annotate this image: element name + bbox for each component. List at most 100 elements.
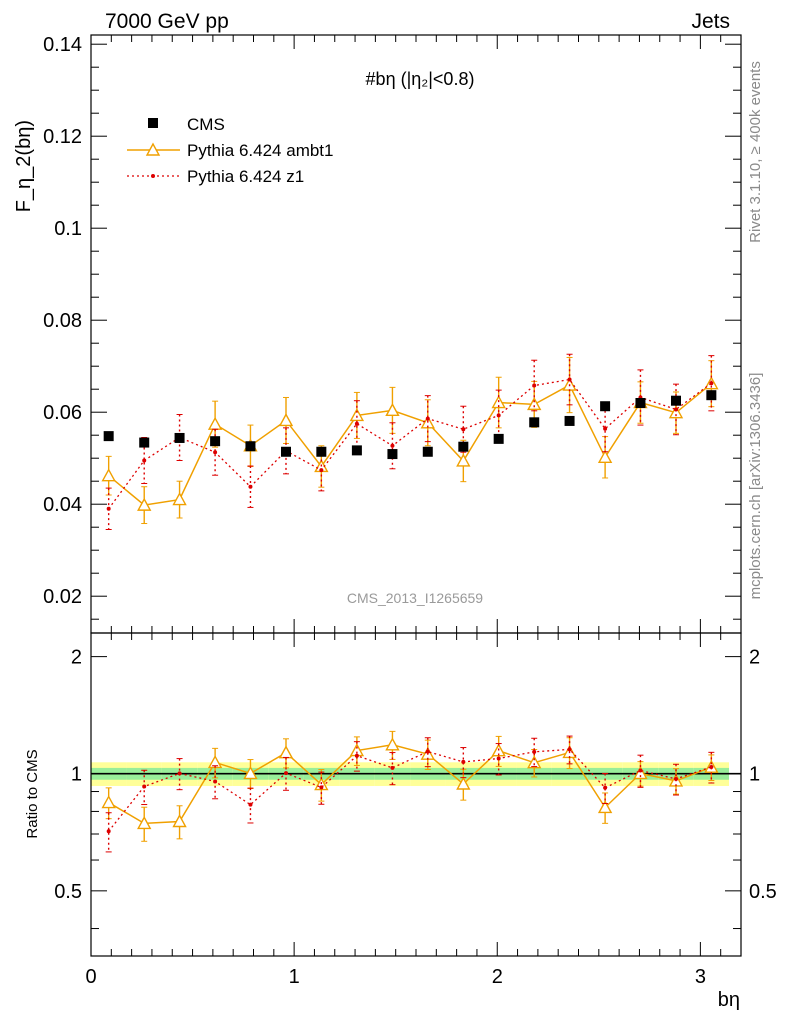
ratio-point	[461, 759, 466, 764]
data-point	[385, 402, 400, 417]
data-point	[319, 468, 324, 473]
y-tick-label: 0.1	[54, 218, 82, 240]
data-point	[213, 450, 218, 455]
data-point	[172, 492, 187, 506]
data-point	[101, 468, 116, 482]
legend-z1-marker	[151, 174, 155, 178]
data-point	[496, 413, 501, 418]
ratio-y-tick-label: 0.5	[54, 881, 82, 903]
plot-title: #bη (|η₂|<0.8)	[366, 69, 475, 89]
data-point	[668, 405, 684, 419]
data-point	[137, 497, 152, 511]
ratio-series-line-2	[108, 748, 712, 832]
legend-cms-marker	[148, 118, 158, 128]
ratio-point	[532, 749, 537, 754]
data-point	[706, 390, 717, 401]
ratio-point	[177, 771, 182, 776]
ratio-y-tick-label: 2	[71, 647, 82, 669]
series-line-1	[108, 383, 712, 506]
ratio-point	[527, 755, 542, 769]
data-point	[529, 417, 540, 428]
ratio-point	[603, 785, 608, 790]
data-point	[564, 415, 575, 426]
data-point	[425, 416, 430, 421]
data-point	[278, 413, 294, 427]
ratio-point	[278, 745, 294, 759]
ratio-point	[213, 779, 218, 784]
ratio-point	[248, 802, 253, 807]
data-point	[103, 431, 114, 442]
data-point	[390, 443, 395, 448]
ratio-point	[597, 800, 613, 814]
ratio-point	[243, 765, 258, 780]
data-point	[532, 383, 537, 388]
data-point	[207, 416, 223, 430]
ratio-point	[674, 776, 678, 781]
ratio-series-line-1	[108, 744, 712, 825]
ratio-y-tick-label: 2	[749, 647, 760, 669]
ratio-point	[106, 829, 111, 834]
ratio-point	[567, 747, 572, 752]
ratio-point	[496, 756, 501, 761]
y-tick-label: 0.12	[43, 126, 82, 148]
data-point	[458, 441, 469, 452]
ratio-point	[638, 768, 643, 773]
ratio-point	[319, 785, 324, 790]
data-point	[349, 407, 365, 422]
data-point	[354, 421, 359, 426]
ratio-y-tick-label: 1	[71, 764, 82, 786]
data-point	[461, 427, 466, 432]
data-point	[210, 436, 221, 447]
ratio-y-axis-label: Ratio to CMS	[24, 749, 41, 838]
ratio-point	[172, 814, 187, 828]
ratio-point	[101, 795, 116, 809]
watermark: CMS_2013_I1265659	[347, 590, 483, 606]
ratio-point	[385, 737, 400, 751]
side-label-rivet: Rivet 3.1.10, ≥ 400k events	[747, 61, 764, 243]
ratio-point	[425, 749, 430, 754]
data-point	[709, 381, 714, 386]
legend-label: CMS	[187, 115, 225, 134]
y-axis-label: F_η_2(bη)	[13, 120, 35, 212]
x-tick-label: 3	[695, 966, 706, 988]
y-tick-label: 0.06	[43, 402, 82, 424]
data-point	[316, 446, 327, 457]
ratio-point	[284, 771, 288, 776]
ratio-point	[354, 753, 359, 758]
data-point	[635, 398, 646, 408]
legend-label: Pythia 6.424 z1	[187, 167, 304, 186]
header-left: 7000 GeV pp	[105, 10, 229, 33]
y-tick-label: 0.08	[43, 310, 82, 332]
y-tick-label: 0.14	[43, 34, 82, 56]
series-line-2	[108, 378, 712, 510]
data-point	[527, 396, 542, 411]
data-point	[597, 449, 613, 463]
data-point	[281, 446, 291, 457]
data-point	[603, 426, 608, 431]
data-point	[456, 453, 471, 467]
data-point	[174, 432, 185, 443]
data-point	[671, 395, 681, 406]
legend-ambt1-marker	[145, 142, 161, 156]
side-label-mcplots: mcplots.cern.ch [arXiv:1306.3436]	[747, 373, 764, 600]
ratio-point	[137, 815, 152, 830]
data-point	[245, 441, 256, 452]
legend-label: Pythia 6.424 ambt1	[187, 141, 333, 160]
x-tick-label: 0	[85, 966, 96, 988]
y-tick-label: 0.04	[43, 494, 82, 516]
data-point	[422, 446, 433, 457]
ratio-y-tick-label: 0.5	[749, 881, 777, 903]
data-point	[387, 449, 398, 460]
data-point	[142, 458, 147, 463]
data-point	[139, 437, 150, 448]
ratio-point	[390, 765, 395, 770]
ratio-y-tick-label: 1	[749, 764, 760, 786]
ratio-point	[456, 776, 471, 790]
data-point	[567, 377, 572, 382]
ratio-point	[709, 764, 714, 769]
header-right: Jets	[691, 10, 730, 33]
ratio-point	[633, 765, 648, 780]
data-point	[248, 484, 253, 489]
x-tick-label: 2	[492, 966, 503, 988]
